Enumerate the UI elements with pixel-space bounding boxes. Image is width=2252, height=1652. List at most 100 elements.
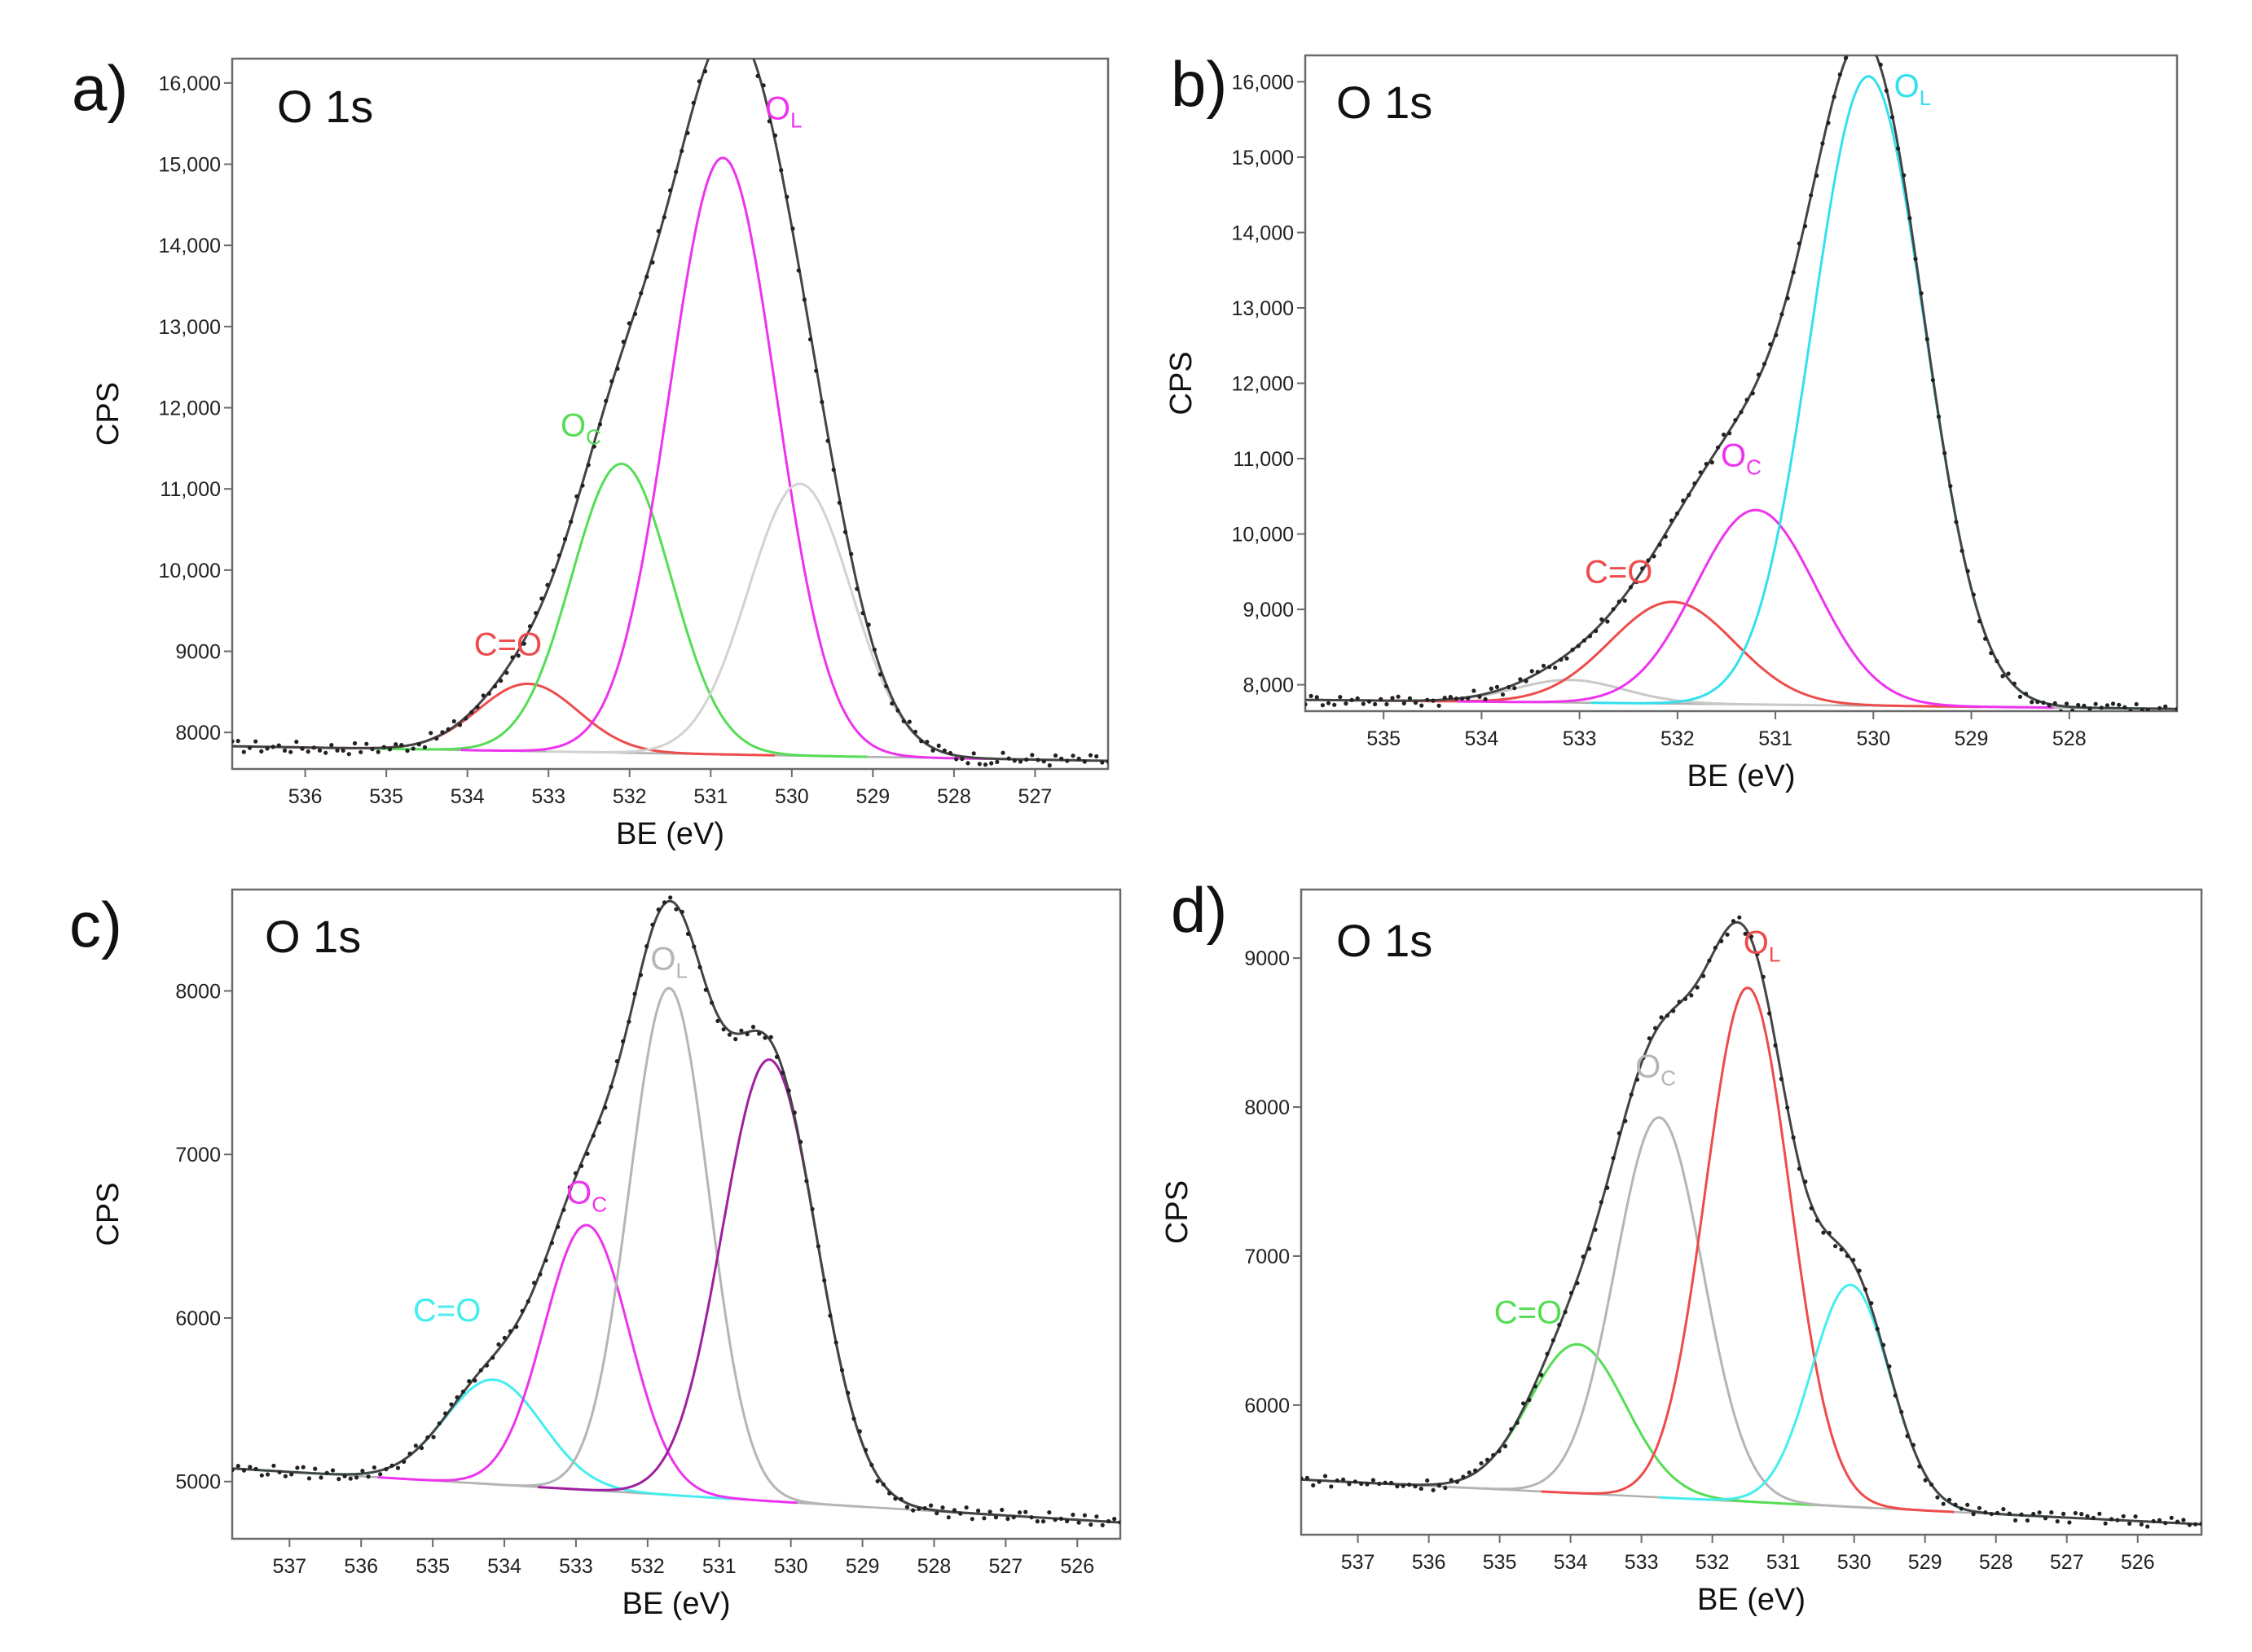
data-point [1071,754,1075,758]
data-point [2031,1511,2036,1517]
x-tick-label: 530 [1856,727,1890,750]
data-point [1719,938,1724,943]
data-point [674,907,679,912]
data-point [604,398,609,403]
data-point [1425,1478,1430,1483]
x-tick-label: 526 [2121,1551,2155,1574]
data-point [877,672,883,677]
data-point [1802,224,1808,229]
data-point [1431,1487,1436,1492]
data-point [1489,686,1493,692]
data-point [1550,1338,1555,1342]
peak-label-O_C: OC [566,1175,607,1216]
data-point [2061,1511,2066,1516]
component-peak-O_C [1458,508,2054,710]
data-point [232,739,235,744]
data-point [2099,705,2104,710]
data-point [942,748,947,753]
data-point [1338,695,1343,700]
plot-area [1301,915,2201,1529]
data-point [872,647,877,652]
data-point [1809,1206,1814,1210]
data-point [1041,759,1046,764]
data-point [1605,619,1610,624]
data-point [460,1389,466,1394]
data-point [983,762,988,767]
data-point [887,1491,892,1496]
data-point [352,740,358,746]
peak-label-O_C: OC [1721,437,1762,479]
data-point [1553,666,1558,670]
data-point [514,1325,519,1329]
data-point [446,727,451,732]
data-point [492,683,498,689]
data-point [1568,1290,1574,1295]
data-point [2157,705,2162,710]
data-point [592,444,596,449]
data-point [1791,1135,1796,1140]
data-point [271,745,275,749]
data-point [750,49,754,53]
chart-panel-a: 536 535 534 533 532 531 530 529 528 527 8000 9000 10… [0,0,1126,851]
y-tick-label: 12,000 [159,398,221,420]
data-point [1365,1482,1370,1487]
x-tick-label: 529 [1908,1551,1942,1574]
data-point [2181,1518,2186,1522]
data-point [407,1451,412,1456]
data-point [1739,410,1744,415]
y-tick-label: 13,000 [1232,297,1294,320]
plot-frame [231,57,1110,771]
data-point [346,752,351,757]
x-tick-label: 537 [1341,1551,1375,1574]
data-point [1512,686,1517,691]
data-point [1827,1231,1832,1236]
data-point [372,1465,376,1470]
data-point [1821,1230,1826,1235]
data-point [1873,49,1877,53]
data-point [1826,121,1831,125]
data-point [1436,703,1441,708]
x-tick-label: 526 [1060,1555,1094,1578]
data-point [1762,362,1767,367]
data-point [1320,703,1325,708]
data-point [1965,569,1970,573]
data-point [890,701,895,706]
y-tick-label: 12,000 [1232,373,1294,396]
data-point [1581,638,1586,643]
data-point [539,596,544,601]
x-tick-label: 537 [272,1555,306,1578]
data-point [2128,709,2133,711]
data-point [232,1468,235,1473]
data-point [467,1379,472,1384]
data-point [300,746,305,751]
x-tick-label: 536 [1412,1551,1446,1574]
data-point [384,1467,389,1472]
data-point [295,1465,300,1470]
data-point [358,749,363,754]
data-point [283,1474,288,1478]
data-point [609,1084,614,1089]
y-tick-label: 6000 [175,1307,221,1330]
data-point [1454,696,1459,701]
data-point [532,1281,537,1285]
data-point [614,1059,619,1064]
data-point [1634,1077,1640,1082]
data-point [767,119,772,124]
data-point [1960,548,1964,553]
data-point [745,1031,750,1037]
data-point [685,130,690,135]
data-point [399,743,404,748]
data-point [2139,1522,2144,1527]
data-point [387,747,393,752]
data-point [1006,756,1011,761]
data-point [1616,1131,1621,1136]
data-point [364,741,369,746]
data-point [1448,695,1453,700]
data-point [816,1244,821,1249]
data-point [2049,1510,2054,1515]
data-point [2070,708,2075,711]
data-point [639,291,644,296]
data-point [526,1299,530,1304]
data-point [2115,1518,2120,1522]
data-point [455,1395,460,1399]
